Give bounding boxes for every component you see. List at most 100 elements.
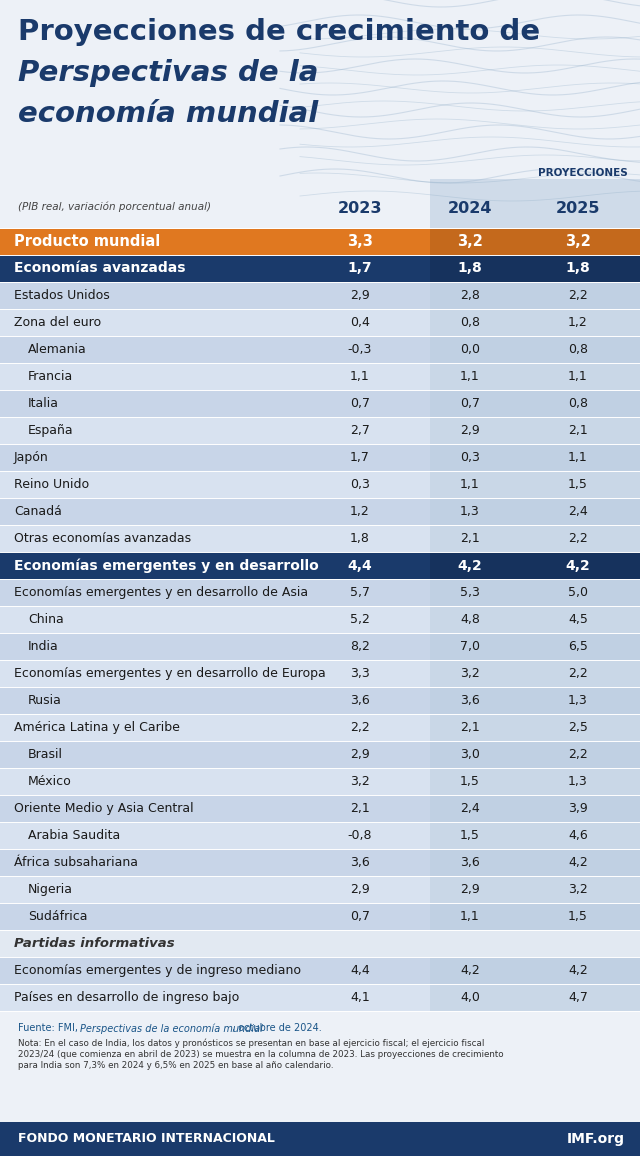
- Text: 2,1: 2,1: [350, 802, 370, 815]
- Text: 4,6: 4,6: [568, 829, 588, 842]
- Text: 2,2: 2,2: [350, 721, 370, 734]
- Bar: [0, 444, 640, 470]
- Text: , octubre de 2024.: , octubre de 2024.: [232, 1023, 322, 1033]
- Text: 0,7: 0,7: [350, 910, 370, 922]
- Text: 2,1: 2,1: [460, 721, 480, 734]
- Bar: [430, 660, 640, 687]
- Text: 2,2: 2,2: [568, 532, 588, 544]
- Text: 3,3: 3,3: [347, 234, 373, 249]
- Text: 1,8: 1,8: [566, 261, 590, 275]
- Text: Estados Unidos: Estados Unidos: [14, 289, 109, 302]
- Text: 2,9: 2,9: [350, 289, 370, 302]
- Bar: [0, 984, 640, 1012]
- Text: 4,4: 4,4: [348, 558, 372, 572]
- Bar: [430, 984, 640, 1012]
- Text: 2,9: 2,9: [460, 424, 480, 437]
- Bar: [0, 417, 640, 444]
- Bar: [430, 444, 640, 470]
- Bar: [430, 903, 640, 929]
- Text: 1,1: 1,1: [460, 910, 480, 922]
- Bar: [0, 553, 640, 579]
- Text: 4,7: 4,7: [568, 991, 588, 1005]
- Bar: [0, 633, 640, 660]
- Bar: [0, 390, 640, 417]
- Bar: [430, 849, 640, 876]
- Text: 1,5: 1,5: [568, 910, 588, 922]
- Text: Economías emergentes y en desarrollo: Economías emergentes y en desarrollo: [14, 558, 319, 572]
- Text: Otras economías avanzadas: Otras economías avanzadas: [14, 532, 191, 544]
- Text: Perspectivas de la economía mundial: Perspectivas de la economía mundial: [80, 1023, 263, 1033]
- Bar: [430, 417, 640, 444]
- Bar: [0, 714, 640, 741]
- Bar: [430, 470, 640, 498]
- Text: economía mundial: economía mundial: [18, 101, 318, 128]
- Text: 4,2: 4,2: [458, 558, 483, 572]
- Bar: [430, 741, 640, 768]
- Text: Proyecciones de crecimiento de: Proyecciones de crecimiento de: [18, 18, 540, 46]
- Text: -0,3: -0,3: [348, 343, 372, 356]
- Text: (PIB real, variación porcentual anual): (PIB real, variación porcentual anual): [18, 202, 211, 213]
- Text: Países en desarrollo de ingreso bajo: Países en desarrollo de ingreso bajo: [14, 991, 239, 1005]
- Text: 1,3: 1,3: [568, 694, 588, 707]
- Text: 2,9: 2,9: [350, 748, 370, 761]
- Bar: [430, 309, 640, 336]
- Bar: [430, 390, 640, 417]
- Text: Nota: En el caso de India, los datos y pronósticos se presentan en base al ejerc: Nota: En el caso de India, los datos y p…: [18, 1039, 484, 1048]
- Text: 4,1: 4,1: [350, 991, 370, 1005]
- Text: 2,2: 2,2: [568, 289, 588, 302]
- Text: 3,2: 3,2: [350, 775, 370, 788]
- Text: 1,2: 1,2: [568, 316, 588, 329]
- Bar: [0, 687, 640, 714]
- Text: 2,8: 2,8: [460, 289, 480, 302]
- Bar: [0, 579, 640, 606]
- Text: 0,7: 0,7: [350, 397, 370, 410]
- Bar: [0, 795, 640, 822]
- Text: Canadá: Canadá: [14, 505, 62, 518]
- Text: 3,2: 3,2: [568, 883, 588, 896]
- Text: Rusia: Rusia: [28, 694, 62, 707]
- Bar: [0, 849, 640, 876]
- Text: Alemania: Alemania: [28, 343, 87, 356]
- Bar: [0, 470, 640, 498]
- Text: 3,2: 3,2: [460, 667, 480, 680]
- Text: 1,1: 1,1: [568, 370, 588, 383]
- Bar: [0, 957, 640, 984]
- Text: 1,1: 1,1: [460, 477, 480, 491]
- Text: 6,5: 6,5: [568, 640, 588, 653]
- Text: India: India: [28, 640, 59, 653]
- Text: 4,8: 4,8: [460, 613, 480, 627]
- Text: 0,3: 0,3: [350, 477, 370, 491]
- Text: 2023: 2023: [338, 201, 382, 216]
- Text: para India son 7,3% en 2024 y 6,5% en 2025 en base al año calendario.: para India son 7,3% en 2024 y 6,5% en 20…: [18, 1061, 333, 1070]
- Text: 1,5: 1,5: [568, 477, 588, 491]
- Text: 2,5: 2,5: [568, 721, 588, 734]
- Text: 5,2: 5,2: [350, 613, 370, 627]
- Bar: [430, 255, 640, 282]
- Text: 3,3: 3,3: [350, 667, 370, 680]
- Text: Brasil: Brasil: [28, 748, 63, 761]
- Text: 1,7: 1,7: [348, 261, 372, 275]
- Text: 1,1: 1,1: [350, 370, 370, 383]
- Bar: [0, 363, 640, 390]
- Text: 3,2: 3,2: [457, 234, 483, 249]
- Text: 2,1: 2,1: [460, 532, 480, 544]
- Text: Economías avanzadas: Economías avanzadas: [14, 261, 186, 275]
- Bar: [0, 741, 640, 768]
- Text: Economías emergentes y en desarrollo de Asia: Economías emergentes y en desarrollo de …: [14, 586, 308, 599]
- Text: América Latina y el Caribe: América Latina y el Caribe: [14, 721, 180, 734]
- Text: IMF.org: IMF.org: [567, 1132, 625, 1146]
- Text: 3,6: 3,6: [460, 694, 480, 707]
- Text: Sudáfrica: Sudáfrica: [28, 910, 88, 922]
- Bar: [430, 957, 640, 984]
- Bar: [430, 633, 640, 660]
- Text: 8,2: 8,2: [350, 640, 370, 653]
- Text: África subsahariana: África subsahariana: [14, 855, 138, 869]
- Bar: [430, 336, 640, 363]
- Text: Partidas informativas: Partidas informativas: [14, 938, 175, 950]
- Text: 4,2: 4,2: [568, 964, 588, 977]
- Text: México: México: [28, 775, 72, 788]
- Bar: [430, 687, 640, 714]
- Bar: [430, 553, 640, 579]
- Text: 3,9: 3,9: [568, 802, 588, 815]
- Text: 2,1: 2,1: [568, 424, 588, 437]
